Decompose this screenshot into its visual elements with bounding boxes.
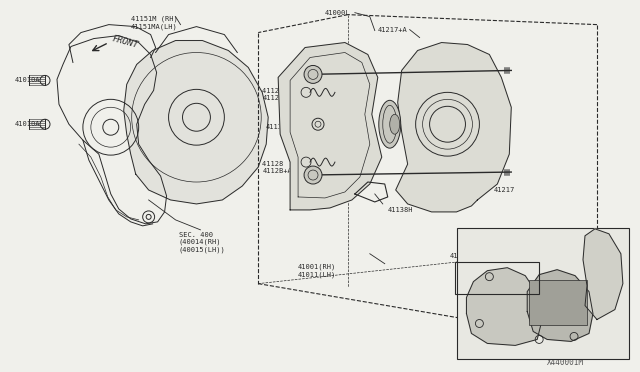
Text: 41138HA: 41138HA (265, 124, 295, 130)
Polygon shape (467, 268, 542, 346)
Text: 41138H: 41138H (388, 207, 413, 213)
Text: 41010A: 41010A (15, 121, 41, 127)
Text: FRONT: FRONT (111, 35, 139, 50)
Text: X440001M: X440001M (547, 358, 584, 367)
Text: 41129    (RH)
41129+A(LH): 41129 (RH) 41129+A(LH) (262, 87, 317, 101)
Bar (456, 262, 539, 294)
Text: SEC. 400
(40014(RH)
(40015(LH)): SEC. 400 (40014(RH) (40015(LH)) (179, 232, 225, 253)
Polygon shape (396, 42, 511, 212)
Text: 41128    (RH)
4112B+A(LH): 41128 (RH) 4112B+A(LH) (262, 160, 317, 174)
Bar (529, 280, 587, 326)
Text: 41010A: 41010A (15, 77, 41, 83)
Text: 41001(RH)
41011(LH): 41001(RH) 41011(LH) (298, 264, 337, 278)
Polygon shape (583, 229, 623, 320)
Text: 41151M (RH)
41151MA(LH): 41151M (RH) 41151MA(LH) (131, 16, 177, 30)
Circle shape (304, 65, 322, 83)
Ellipse shape (379, 100, 401, 148)
Text: 41217: 41217 (493, 187, 515, 193)
Polygon shape (278, 42, 382, 210)
Polygon shape (124, 41, 268, 204)
Text: 41217+A: 41217+A (378, 26, 408, 33)
Ellipse shape (390, 114, 400, 134)
Circle shape (304, 166, 322, 184)
Text: 41121(RH)
41121+A(LH): 41121(RH) 41121+A(LH) (428, 57, 474, 71)
Text: 410B0K: 410B0K (495, 347, 523, 356)
Text: 41000K: 41000K (449, 253, 475, 259)
Bar (458, 228, 629, 359)
Text: 41000L: 41000L (325, 10, 351, 16)
Polygon shape (527, 270, 593, 341)
